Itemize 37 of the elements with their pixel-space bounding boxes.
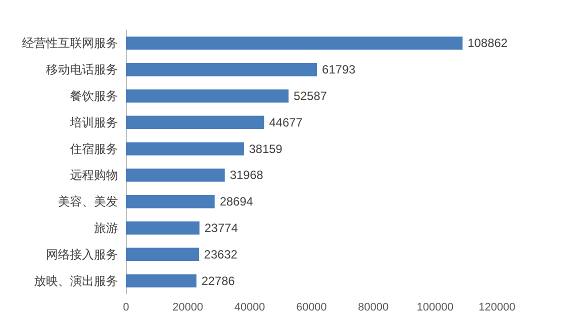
- bar: [126, 142, 244, 156]
- data-label: 31968: [230, 168, 264, 182]
- bar: [126, 63, 318, 76]
- data-label: 52587: [294, 89, 328, 103]
- y-tick-label: 餐饮服务: [70, 89, 118, 103]
- y-tick-label: 住宿服务: [69, 142, 118, 156]
- y-tick-label: 旅游: [94, 221, 118, 235]
- data-label: 23774: [204, 221, 238, 235]
- data-label: 44677: [269, 115, 303, 130]
- y-tick-label: 网络接入服务: [46, 247, 118, 262]
- data-label: 22786: [201, 274, 236, 288]
- y-tick-label: 美容、美发: [58, 194, 118, 209]
- x-tick-label: 60000: [296, 302, 327, 314]
- bar: [126, 274, 196, 288]
- y-tick-label: 移动电话服务: [46, 62, 118, 77]
- data-label: 108862: [468, 36, 508, 50]
- data-label: 23632: [204, 247, 238, 262]
- y-tick-label: 远程购物: [70, 168, 118, 182]
- y-tick-label: 经营性互联网服务: [22, 36, 118, 50]
- x-tick-label: 100000: [416, 302, 454, 314]
- bar: [126, 195, 215, 208]
- bar: [126, 248, 200, 261]
- bar: [126, 168, 225, 182]
- x-tick-label: 40000: [234, 302, 265, 314]
- x-tick-label: 20000: [172, 302, 204, 314]
- y-tick-label: 放映、演出服务: [34, 274, 118, 288]
- bar: [126, 221, 200, 235]
- data-label: 61793: [322, 62, 356, 77]
- bar: [126, 89, 289, 103]
- bar: [126, 36, 463, 50]
- y-tick-label: 培训服务: [69, 115, 118, 130]
- x-tick-label: 0: [122, 302, 130, 314]
- data-label: 38159: [248, 142, 283, 156]
- data-label: 28694: [220, 194, 254, 209]
- bar: [126, 116, 264, 129]
- x-tick-label: 80000: [358, 302, 389, 314]
- x-tick-label: 120000: [478, 302, 516, 314]
